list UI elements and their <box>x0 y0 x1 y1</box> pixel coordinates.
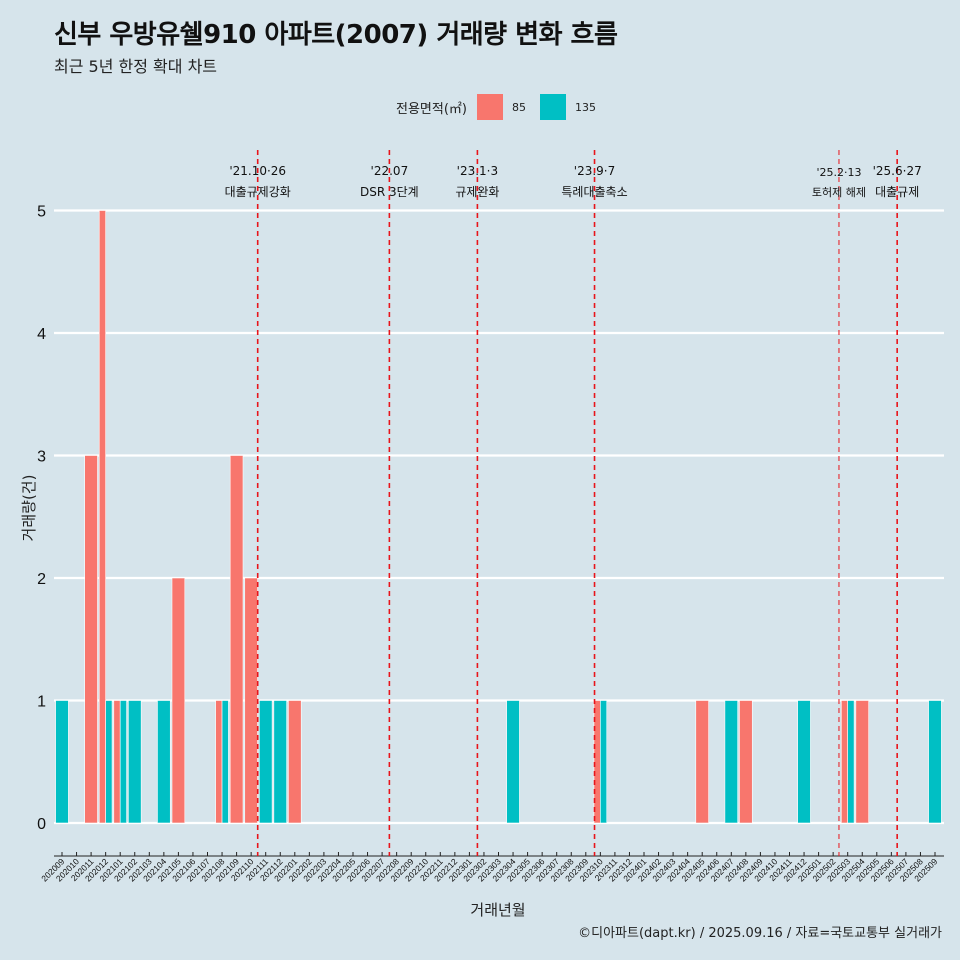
bar-85-202101 <box>113 700 121 824</box>
event-label-date: '25.6·27 <box>873 164 922 178</box>
bar-85-202504 <box>855 700 869 824</box>
legend-key-85 <box>476 94 503 120</box>
bar-135-202101 <box>119 700 127 824</box>
bar-135-202304 <box>506 700 520 824</box>
chart-subtitle: 최근 5년 한정 확대 차트 <box>54 57 218 76</box>
bar-135-202104 <box>157 700 171 824</box>
bar-135-202310 <box>600 700 608 824</box>
legend-label-85: 85 <box>511 100 526 114</box>
event-label-date: '23.9·7 <box>574 164 615 178</box>
bar-135-202509 <box>928 700 942 824</box>
event-label-date: '23.1·3 <box>457 164 498 178</box>
y-tick-label: 1 <box>37 694 46 711</box>
bar-135-202503 <box>847 700 855 824</box>
bar-85-202110 <box>244 577 258 824</box>
bar-135-202012 <box>105 700 113 824</box>
event-label-text: 특례대출축소 <box>561 185 627 199</box>
x-axis-title: 거래년월 <box>470 901 525 919</box>
bar-135-202111 <box>258 700 273 824</box>
y-tick-label: 4 <box>37 326 46 343</box>
y-tick-label: 0 <box>37 816 46 833</box>
y-axis-title: 거래량(건) <box>20 475 38 542</box>
legend-key-135 <box>539 94 566 120</box>
event-label-date: '22.07 <box>371 164 409 178</box>
y-tick-label: 2 <box>37 571 46 588</box>
legend-item-85: 85 <box>476 94 530 120</box>
bar-135-202407 <box>724 700 739 824</box>
event-label-text: 대출규제 <box>875 185 919 199</box>
chart-title: 신부 우방유쉘910 아파트(2007) 거래량 변화 흐름 <box>54 20 618 50</box>
legend-item-135: 135 <box>539 94 600 120</box>
bar-85-202109 <box>229 455 244 824</box>
event-label-date: '25.2·13 <box>816 166 861 179</box>
bar-135-202112 <box>273 700 287 824</box>
event-label-text: 토허제 해제 <box>812 185 866 199</box>
legend-title: 전용면적(㎡) <box>396 101 467 117</box>
bar-135-202102 <box>128 700 142 824</box>
y-tick-label: 5 <box>37 204 46 221</box>
bar-135-202009 <box>55 700 69 824</box>
bar-85-202012 <box>98 210 106 824</box>
legend-label-135: 135 <box>574 100 596 114</box>
bar-135-202108 <box>221 700 229 824</box>
event-label-text: 규제완화 <box>455 185 499 199</box>
bar-135-202412 <box>797 700 811 824</box>
bar-85-202108 <box>215 700 223 824</box>
event-label-text: DSR 3단계 <box>360 185 419 199</box>
bar-85-202201 <box>288 700 302 824</box>
y-tick-label: 3 <box>37 449 46 466</box>
source-caption: ©디아파트(dapt.kr) / 2025.09.16 / 자료=국토교통부 실… <box>578 926 942 941</box>
bar-85-202011 <box>84 455 98 824</box>
bar-85-202405 <box>695 700 709 824</box>
event-label-text: 대출규제강화 <box>225 185 291 199</box>
bar-85-202503 <box>840 700 848 824</box>
legend: 전용면적(㎡) 85 135 <box>396 93 610 121</box>
bar-85-202408 <box>739 700 753 824</box>
event-label-date: '21.10·26 <box>229 164 286 178</box>
bar-85-202105 <box>171 577 186 824</box>
